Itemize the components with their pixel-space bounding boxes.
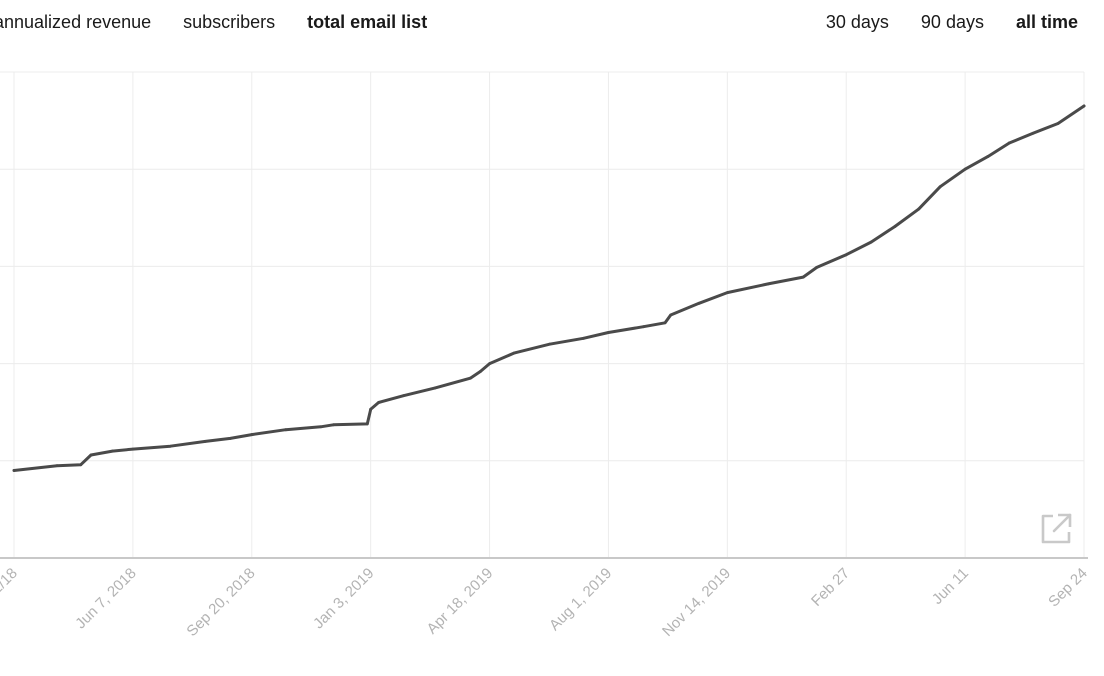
data-point xyxy=(938,185,942,189)
data-point xyxy=(89,453,93,457)
data-point xyxy=(815,265,819,269)
tab-total-email-list[interactable]: total email list xyxy=(307,12,428,32)
data-point xyxy=(582,336,585,340)
data-point xyxy=(801,275,805,279)
tab-90-days[interactable]: 90 days xyxy=(920,12,984,32)
data-point xyxy=(319,425,323,429)
data-point xyxy=(168,444,172,448)
data-point xyxy=(111,449,114,453)
x-tick-label: Aug 1, 2019 xyxy=(546,565,615,634)
series-line xyxy=(12,104,1086,472)
data-point xyxy=(488,362,491,365)
data-point xyxy=(284,428,288,432)
data-point xyxy=(203,439,207,443)
data-point xyxy=(917,207,921,211)
data-point xyxy=(963,167,967,171)
x-tick-label: 2/22/18 xyxy=(0,565,21,612)
data-point xyxy=(402,394,405,398)
data-point xyxy=(79,463,83,467)
data-point xyxy=(669,313,673,317)
data-point xyxy=(766,282,770,286)
tab-subscribers[interactable]: subscribers xyxy=(183,12,276,32)
data-point xyxy=(12,469,16,472)
x-tick-label: Feb 27 xyxy=(808,565,853,610)
x-tick-label: Jun 11 xyxy=(929,565,972,608)
tab-annualized-revenue[interactable]: annualized revenue xyxy=(0,12,152,32)
x-tick-label: Apr 18, 2019 xyxy=(424,565,497,638)
data-point xyxy=(433,386,437,390)
data-point xyxy=(697,301,701,305)
data-point xyxy=(131,447,135,451)
metric-tabs: annualized revenue subscribers total ema… xyxy=(0,12,427,33)
data-point xyxy=(331,423,335,427)
x-tick-label: Sep 24 xyxy=(1045,565,1091,611)
data-point xyxy=(869,240,873,244)
x-tick-label: Sep 20, 2018 xyxy=(183,565,258,640)
data-point xyxy=(642,325,645,329)
data-point xyxy=(228,437,232,440)
data-point xyxy=(725,291,729,295)
external-link-icon[interactable] xyxy=(1039,512,1073,546)
data-point xyxy=(607,331,610,334)
x-tick-label: Jun 7, 2018 xyxy=(72,565,139,632)
range-tabs: 30 days 90 days all time xyxy=(826,12,1078,33)
data-point xyxy=(844,253,848,257)
data-point xyxy=(369,407,373,411)
data-point xyxy=(468,376,472,380)
data-point xyxy=(548,342,551,346)
data-point xyxy=(250,433,254,436)
data-point xyxy=(986,155,990,158)
data-point xyxy=(365,422,369,426)
data-point xyxy=(1082,104,1086,108)
data-point xyxy=(479,369,482,373)
x-tick-label: Jan 3, 2019 xyxy=(310,565,377,632)
data-point xyxy=(1056,122,1060,125)
x-tick-label: Nov 14, 2019 xyxy=(659,565,734,640)
data-point xyxy=(893,225,897,228)
data-point xyxy=(513,351,516,355)
data-point xyxy=(55,464,59,468)
data-point xyxy=(1031,131,1035,135)
data-point xyxy=(377,401,380,404)
tab-30-days[interactable]: 30 days xyxy=(825,12,889,32)
data-point xyxy=(663,321,667,325)
data-point xyxy=(1007,141,1011,145)
tab-all-time[interactable]: all time xyxy=(1015,12,1078,32)
